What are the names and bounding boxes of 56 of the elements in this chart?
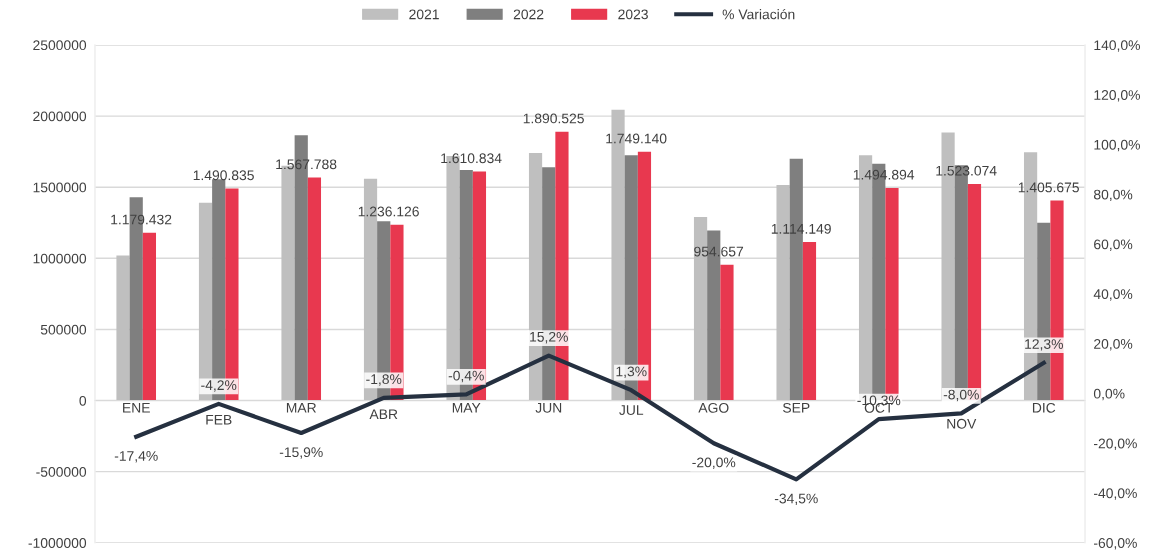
y-tick-label: -500000 [36, 467, 87, 477]
y-tick-label: 500000 [40, 324, 87, 335]
data-label: -8,0% [943, 389, 979, 402]
data-label: -4,2% [201, 380, 237, 392]
y2-tick-label: -40,0% [1094, 488, 1137, 500]
bar [307, 177, 322, 401]
x-tick-label: SEP [783, 402, 810, 413]
legend-label: 2023 [618, 9, 648, 20]
x-tick-label: ENE [123, 403, 150, 413]
y2-tick-label: 20,0% [1094, 338, 1133, 351]
y-tick-label: -1000000 [28, 538, 87, 548]
legend-label: 2022 [513, 9, 544, 20]
y2-tick-label: 80,0% [1093, 189, 1133, 202]
y-tick-label: 2500000 [33, 40, 87, 51]
y2-tick-label: 100,0% [1094, 139, 1140, 152]
bar [142, 232, 157, 401]
y2-tick-label: 40,0% [1093, 289, 1133, 301]
x-tick-label: DIC [1032, 402, 1056, 413]
y-tick-label: 1500000 [33, 182, 87, 193]
data-label: -1,8% [366, 374, 402, 386]
legend-label: 2021 [409, 9, 439, 20]
y2-tick-label: 140,0% [1094, 40, 1140, 52]
bar [720, 264, 734, 401]
data-label: -34,5% [774, 493, 818, 506]
data-label: -15,9% [279, 447, 323, 459]
x-tick-label: NOV [947, 418, 977, 429]
data-label: 15,2% [530, 331, 568, 344]
x-tick-label: ABR [369, 409, 398, 419]
data-label: 12,3% [1025, 339, 1063, 351]
data-label: 1.236.126 [358, 206, 419, 217]
data-label: 1.490.835 [193, 170, 254, 181]
x-tick-label: FEB [206, 414, 232, 425]
data-label: -0,4% [448, 370, 484, 383]
bar [802, 242, 817, 401]
data-label: 1.405.675 [1018, 182, 1079, 193]
y2-tick-label: 60,0% [1094, 239, 1133, 251]
y2-tick-label: 120,0% [1094, 90, 1140, 102]
y2-tick-label: 0,0% [1093, 388, 1125, 401]
legend-label: % Variación [722, 8, 795, 20]
y-tick-label: 2000000 [33, 111, 87, 122]
data-label: 1.610.834 [441, 153, 502, 164]
y2-tick-label: -60,0% [1094, 538, 1137, 550]
x-tick-label: JUN [535, 403, 562, 413]
data-label: 1,3% [616, 366, 647, 378]
bar [116, 255, 130, 401]
x-tick-label: MAR [286, 403, 317, 413]
data-label: 1.890.525 [523, 113, 584, 124]
y2-tick-label: -20,0% [1094, 438, 1137, 451]
x-tick-label: AGO [698, 402, 729, 413]
y-tick-label: 1000000 [33, 253, 87, 264]
x-tick-label: MAY [452, 403, 481, 413]
data-label: -20,0% [692, 457, 736, 469]
x-tick-label: JUL [619, 405, 644, 416]
data-label: -17,4% [114, 451, 158, 463]
y-tick-label: 0 [79, 395, 87, 406]
data-label: 1.749.140 [606, 133, 667, 144]
